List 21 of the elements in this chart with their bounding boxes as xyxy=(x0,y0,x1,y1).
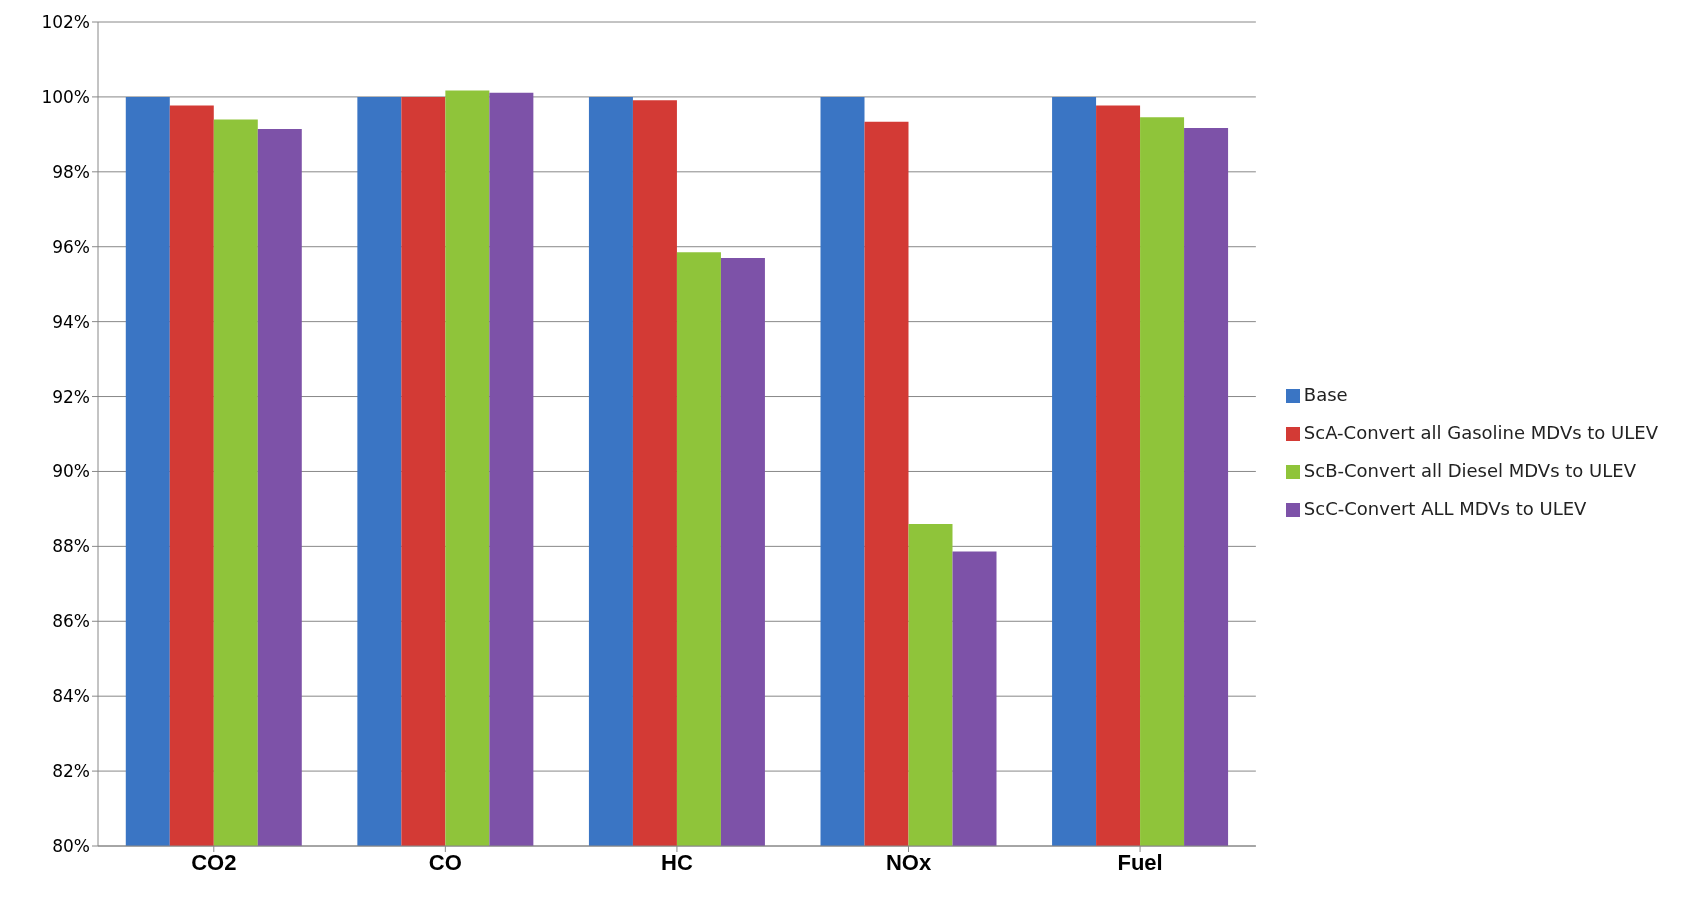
legend-label: ScB-Convert all Diesel MDVs to ULEV xyxy=(1303,460,1636,481)
x-tick-label: NOx xyxy=(885,849,932,875)
legend-label: Base xyxy=(1303,384,1348,405)
y-tick-label: 80% xyxy=(52,836,90,857)
y-tick-label: 102% xyxy=(41,12,90,33)
y-tick-label: 84% xyxy=(52,686,90,707)
legend-label: ScA-Convert all Gasoline MDVs to ULEV xyxy=(1303,422,1658,443)
y-tick-label: 94% xyxy=(52,311,90,332)
y-tick-label: 96% xyxy=(52,236,90,257)
y-tick-label: 88% xyxy=(52,536,90,557)
y-tick-label: 98% xyxy=(52,161,90,182)
y-tick-label: 90% xyxy=(52,461,90,482)
y-tick-label: 100% xyxy=(41,86,90,107)
y-tick-label: 82% xyxy=(52,761,90,782)
y-tick-label: 92% xyxy=(52,386,90,407)
x-tick-label: CO xyxy=(428,849,462,875)
x-tick-label: CO2 xyxy=(191,849,237,875)
legend-label: ScC-Convert ALL MDVs to ULEV xyxy=(1303,498,1587,519)
x-tick-label: HC xyxy=(661,849,693,875)
y-tick-label: 86% xyxy=(52,611,90,632)
x-tick-label: Fuel xyxy=(1117,849,1163,875)
